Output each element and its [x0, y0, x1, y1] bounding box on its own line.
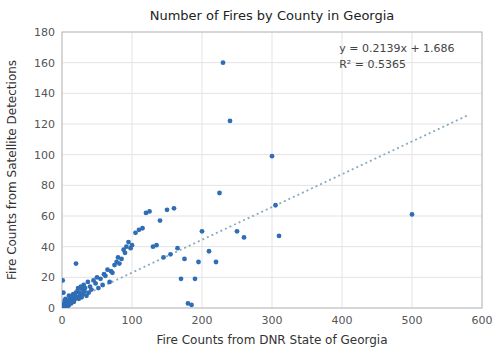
- scatter-point: [410, 212, 415, 217]
- scatter-point: [193, 276, 198, 281]
- x-tick-label: 100: [122, 314, 143, 327]
- scatter-point: [235, 229, 240, 234]
- scatter-point: [168, 252, 173, 257]
- x-tick-label: 500: [402, 314, 423, 327]
- plot-area: [62, 60, 468, 308]
- x-tick-label: 400: [332, 314, 353, 327]
- scatter-point: [179, 276, 184, 281]
- y-tick-label: 180: [34, 26, 55, 39]
- y-tick-label: 60: [41, 210, 55, 223]
- scatter-point: [270, 154, 275, 159]
- scatter-point: [273, 203, 278, 208]
- scatter-point: [147, 209, 152, 214]
- grid-line-y: [62, 62, 482, 63]
- scatter-point: [98, 276, 103, 281]
- y-tick-label: 120: [34, 118, 55, 131]
- y-tick-label: 40: [41, 241, 55, 254]
- scatter-point: [89, 287, 94, 292]
- scatter-point: [110, 270, 115, 275]
- scatter-point: [140, 226, 145, 231]
- scatter-point: [123, 250, 128, 255]
- annotation-line: y = 0.2139x + 1.686: [339, 42, 454, 55]
- scatter-point: [175, 246, 180, 251]
- scatter-point: [130, 243, 135, 248]
- x-tick-label: 200: [192, 314, 213, 327]
- plot-frame: [62, 32, 482, 308]
- scatter-point: [182, 257, 187, 262]
- grid-line-x: [342, 32, 343, 308]
- title: Number of Fires by County in Georgia: [150, 8, 395, 23]
- grid-line-x: [412, 32, 413, 308]
- grid-line-y: [62, 185, 482, 186]
- grid-line-y: [62, 216, 482, 217]
- scatter-point: [74, 261, 79, 266]
- y-tick-label: 160: [34, 57, 55, 70]
- x-axis-label: Fire Counts from DNR State of Georgia: [156, 333, 387, 347]
- scatter-point: [189, 303, 194, 308]
- x-tick-label: 300: [262, 314, 283, 327]
- scatter-point: [196, 260, 201, 265]
- grid-line-y: [62, 124, 482, 125]
- scatter-point: [242, 235, 247, 240]
- y-tick-label: 80: [41, 179, 55, 192]
- grid-line-x: [272, 32, 273, 308]
- grid: [62, 32, 482, 308]
- grid-line-y: [62, 277, 482, 278]
- x-tick-label: 600: [472, 314, 493, 327]
- grid-line-x: [132, 32, 133, 308]
- scatter-point: [83, 286, 88, 291]
- scatter-point: [214, 260, 219, 265]
- annotation: y = 0.2139x + 1.686 R² = 0.5365: [339, 42, 454, 71]
- scatter-point: [221, 60, 226, 65]
- scatter-point: [86, 280, 91, 285]
- scatter-point: [124, 244, 129, 249]
- scatter-point: [154, 243, 159, 248]
- scatter-point: [165, 207, 170, 212]
- scatter-point: [172, 206, 177, 211]
- y-tick-label: 140: [34, 87, 55, 100]
- scatter-point: [200, 229, 205, 234]
- grid-line-y: [62, 93, 482, 94]
- y-axis-label: Fire Counts from Satellite Detections: [5, 60, 19, 280]
- scatter-point: [228, 119, 233, 124]
- scatter-point: [117, 261, 122, 266]
- scatter-point: [103, 273, 108, 278]
- scatter-point: [277, 234, 282, 239]
- grid-line-x: [202, 32, 203, 308]
- regression-line: [62, 115, 468, 305]
- scatter-point: [107, 280, 112, 285]
- y-tick-label: 20: [41, 271, 55, 284]
- scatter-point: [161, 255, 166, 260]
- y-tick-label: 100: [34, 149, 55, 162]
- scatter-point: [93, 281, 98, 286]
- scatter-point: [119, 257, 124, 262]
- scatter-point: [62, 278, 65, 283]
- scatter-point: [100, 283, 105, 288]
- x-tick-label: 0: [59, 314, 66, 327]
- scatter-point: [96, 286, 101, 291]
- scatter-point: [62, 290, 66, 295]
- chart: 0 100 200 300 400 500 600 0 20 40 60 80 100 120 140 160…: [0, 0, 500, 354]
- scatter-point: [207, 249, 212, 254]
- scatter-point: [158, 218, 163, 223]
- annotation-line: R² = 0.5365: [339, 58, 406, 71]
- scatter-point: [217, 191, 222, 196]
- y-tick-label: 0: [48, 302, 55, 315]
